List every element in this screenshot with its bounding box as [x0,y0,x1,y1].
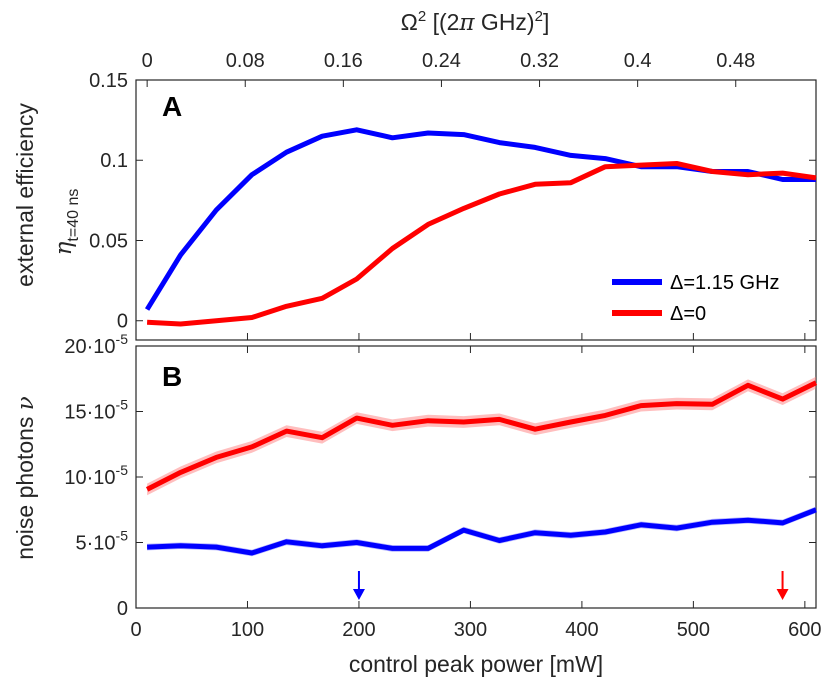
panel-a-ylabel-eta: ηt=40 ns [51,189,82,256]
top-xtick-label: 0.24 [422,50,461,72]
panel-b-ytick-label: 20·10-5 [64,331,128,358]
panel-a-ytick-label: 0.05 [89,230,128,252]
arrow-red-icon [776,589,789,600]
top-xtick-label: 0.16 [324,50,363,72]
panel-b-ytick-label: 15·10-5 [64,397,128,424]
series-line-red-a [146,161,817,327]
arrow-blue-icon [352,589,365,600]
panel-b-ytick-label: 0 [117,598,128,620]
x-tick-label: 0 [130,619,141,641]
series-line-red-b [145,380,818,492]
panel-a-ylabel: external efficiency [12,103,38,287]
panel-a-letter: A [162,91,182,122]
panel-a-frame [135,79,817,341]
series-line-blue-b [147,507,817,556]
panel-b-letter: B [162,361,182,392]
top-xtick-label: 0 [142,50,153,72]
x-tick-label: 100 [231,619,264,641]
top-xtick-label: 0.08 [226,50,265,72]
top-xtick-label: 0.32 [520,50,559,72]
x-tick-label: 300 [454,619,487,641]
panel-b-ytick-label: 5·10-5 [76,528,129,555]
error-band-blue [147,506,817,557]
legend-blue-label: Δ=1.15 GHz [670,272,780,294]
panel-b-ylabel: noise photons ν [12,396,39,560]
panel-b-ytick-label: 10·10-5 [64,462,128,489]
x-tick-label: 400 [565,619,598,641]
panel-a-ytick-label: 0.15 [89,70,128,92]
legend-red-label: Δ=0 [670,303,706,325]
panel-b: 0 5·10-5 10·10-5 15·10-5 20·10-5 0 100 200 300 40… [12,331,822,677]
panel-a-ytick-label: 0 [117,311,128,333]
x-tick-label: 200 [342,619,375,641]
x-tick-label: 600 [788,619,821,641]
panel-a-ytick-label: 0.1 [100,150,128,172]
x-axis-label: control peak power [mW] [349,651,603,677]
top-xtick-label: 0.4 [624,50,652,72]
error-band-red [147,376,817,496]
top-axis-label: Ω2 [(2π GHz)2] [401,8,550,36]
panel-a: 0 0.05 0.1 0.15 0 0.08 0.16 0.24 0.32 0.4 0.48 A Δ… [12,50,817,341]
top-xtick-label: 0.48 [716,50,755,72]
panel-b-frame [135,345,817,609]
legend: Δ=1.15 GHz Δ=0 [612,272,780,325]
x-tick-label: 500 [677,619,710,641]
